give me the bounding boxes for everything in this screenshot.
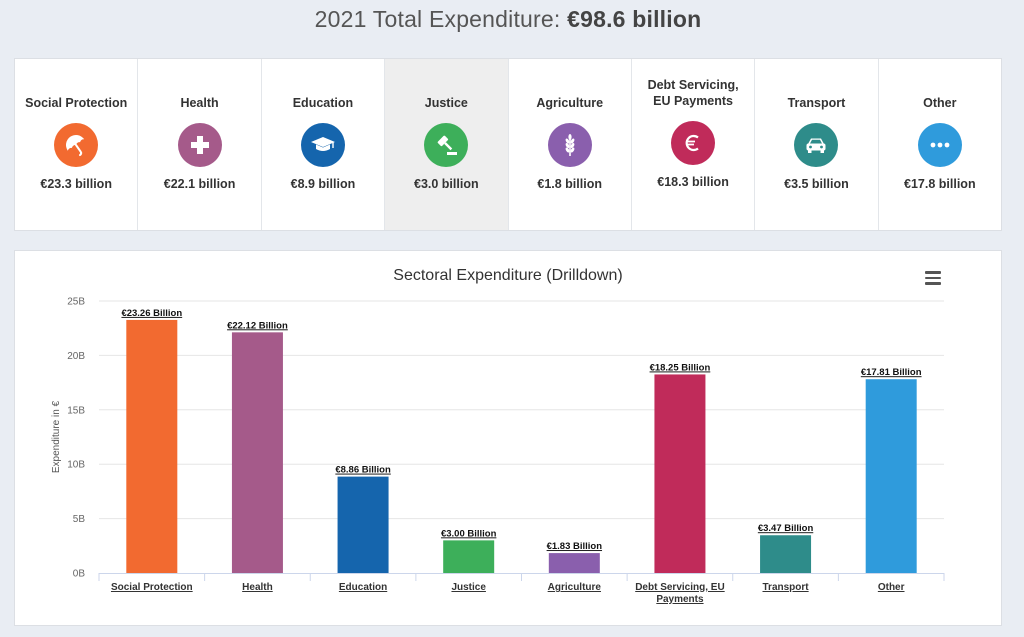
data-label: €23.26 Billion — [121, 308, 182, 319]
y-tick-label: 5B — [73, 514, 86, 525]
bar-chart: 0B 5B 10B 15B 20B 25B Expenditure in € €23.26 B… — [51, 297, 945, 605]
sector-card-justice[interactable]: Justice €3.0 billion — [385, 59, 509, 230]
x-category-label[interactable]: Agriculture — [548, 582, 602, 593]
bar-6[interactable] — [654, 374, 706, 573]
sector-card-label: Education — [292, 96, 354, 110]
sector-card-label: Justice — [424, 96, 468, 110]
graduation-cap-icon — [300, 123, 345, 167]
data-label: €8.86 Billion — [335, 465, 391, 476]
sector-card-agriculture[interactable]: Agriculture €1.8 billion — [509, 59, 632, 230]
sector-card-health[interactable]: Health €22.1 billion — [138, 59, 262, 230]
sector-card-value: €3.5 billion — [784, 177, 849, 191]
hamburger-icon — [925, 271, 941, 274]
sector-card-label: Debt Servicing, EU Payments — [647, 78, 739, 108]
x-category-label[interactable]: Transport — [763, 582, 810, 593]
data-label: €18.25 Billion — [650, 362, 711, 373]
sector-card-value: €3.0 billion — [414, 177, 479, 191]
sector-card-label: Agriculture — [536, 96, 604, 110]
wheat-icon — [547, 123, 592, 167]
data-label: €17.81 Billion — [861, 367, 922, 378]
sector-card-value: €18.3 billion — [657, 175, 729, 189]
bar-1[interactable] — [126, 319, 178, 573]
sector-card-label: Other — [923, 96, 957, 110]
sector-card-debt-servicing-eu-payments[interactable]: Debt Servicing, EU Payments €18.3 billion — [632, 59, 756, 230]
sector-card-value: €8.9 billion — [290, 177, 356, 191]
y-tick-label: 25B — [67, 297, 85, 308]
data-label: €3.47 Billion — [758, 523, 814, 534]
data-label: €3.00 Billion — [441, 528, 497, 539]
sector-card-label: Social Protection — [25, 96, 128, 110]
sector-cards: Social Protection €23.3 billion Health €22.… — [14, 58, 1002, 231]
sector-card-social-protection[interactable]: Social Protection €23.3 billion — [15, 59, 139, 230]
bar-2[interactable] — [231, 332, 283, 573]
x-category-label[interactable]: Debt Servicing, EU Payments — [635, 582, 724, 605]
sector-card-other[interactable]: Other €17.8 billion — [879, 59, 1001, 230]
x-category-label[interactable]: Social Protection — [111, 582, 193, 593]
ellipsis-icon — [917, 123, 962, 167]
y-axis-title: Expenditure in € — [51, 400, 62, 473]
total-expenditure-value: €98.6 billion — [567, 6, 702, 32]
data-label: €1.83 Billion — [547, 541, 603, 552]
sector-card-label: Transport — [787, 96, 846, 110]
sector-card-transport[interactable]: Transport €3.5 billion — [755, 59, 879, 230]
bar-4[interactable] — [443, 540, 495, 573]
chart-menu-button[interactable] — [925, 271, 941, 285]
x-category-label[interactable]: Health — [242, 582, 273, 593]
y-tick-label: 0B — [73, 569, 86, 580]
data-label: €22.12 Billion — [227, 320, 288, 331]
sector-card-value: €17.8 billion — [904, 177, 976, 191]
hamburger-line — [925, 276, 941, 279]
plus-icon — [177, 123, 222, 167]
x-category-label[interactable]: Education — [339, 582, 387, 593]
title-prefix: 2021 Total Expenditure: — [314, 6, 568, 32]
bar-5[interactable] — [548, 553, 600, 573]
y-tick-label: 20B — [67, 351, 85, 362]
hamburger-line — [925, 282, 941, 285]
euro-icon — [671, 121, 716, 165]
x-category-label[interactable]: Other — [878, 582, 905, 593]
sector-card-education[interactable]: Education €8.9 billion — [262, 59, 386, 230]
x-category-label[interactable]: Justice — [451, 582, 486, 593]
chart-title: Sectoral Expenditure (Drilldown) — [393, 267, 623, 284]
umbrella-icon — [54, 123, 99, 167]
bar-8[interactable] — [865, 379, 917, 573]
sector-card-value: €1.8 billion — [537, 177, 602, 191]
sector-card-value: €22.1 billion — [163, 177, 236, 191]
sector-card-label: Health — [180, 96, 219, 110]
y-tick-label: 15B — [67, 405, 85, 416]
gavel-icon — [424, 123, 469, 167]
car-icon — [794, 123, 839, 167]
sector-card-value: €23.3 billion — [40, 177, 112, 191]
page-title: 2021 Total Expenditure: €98.6 billion — [0, 6, 1016, 33]
bar-7[interactable] — [760, 535, 812, 573]
y-tick-label: 10B — [67, 460, 85, 471]
bar-3[interactable] — [337, 476, 389, 573]
chart-panel: Sectoral Expenditure (Drilldown) 0B 5B 10B… — [14, 250, 1002, 626]
